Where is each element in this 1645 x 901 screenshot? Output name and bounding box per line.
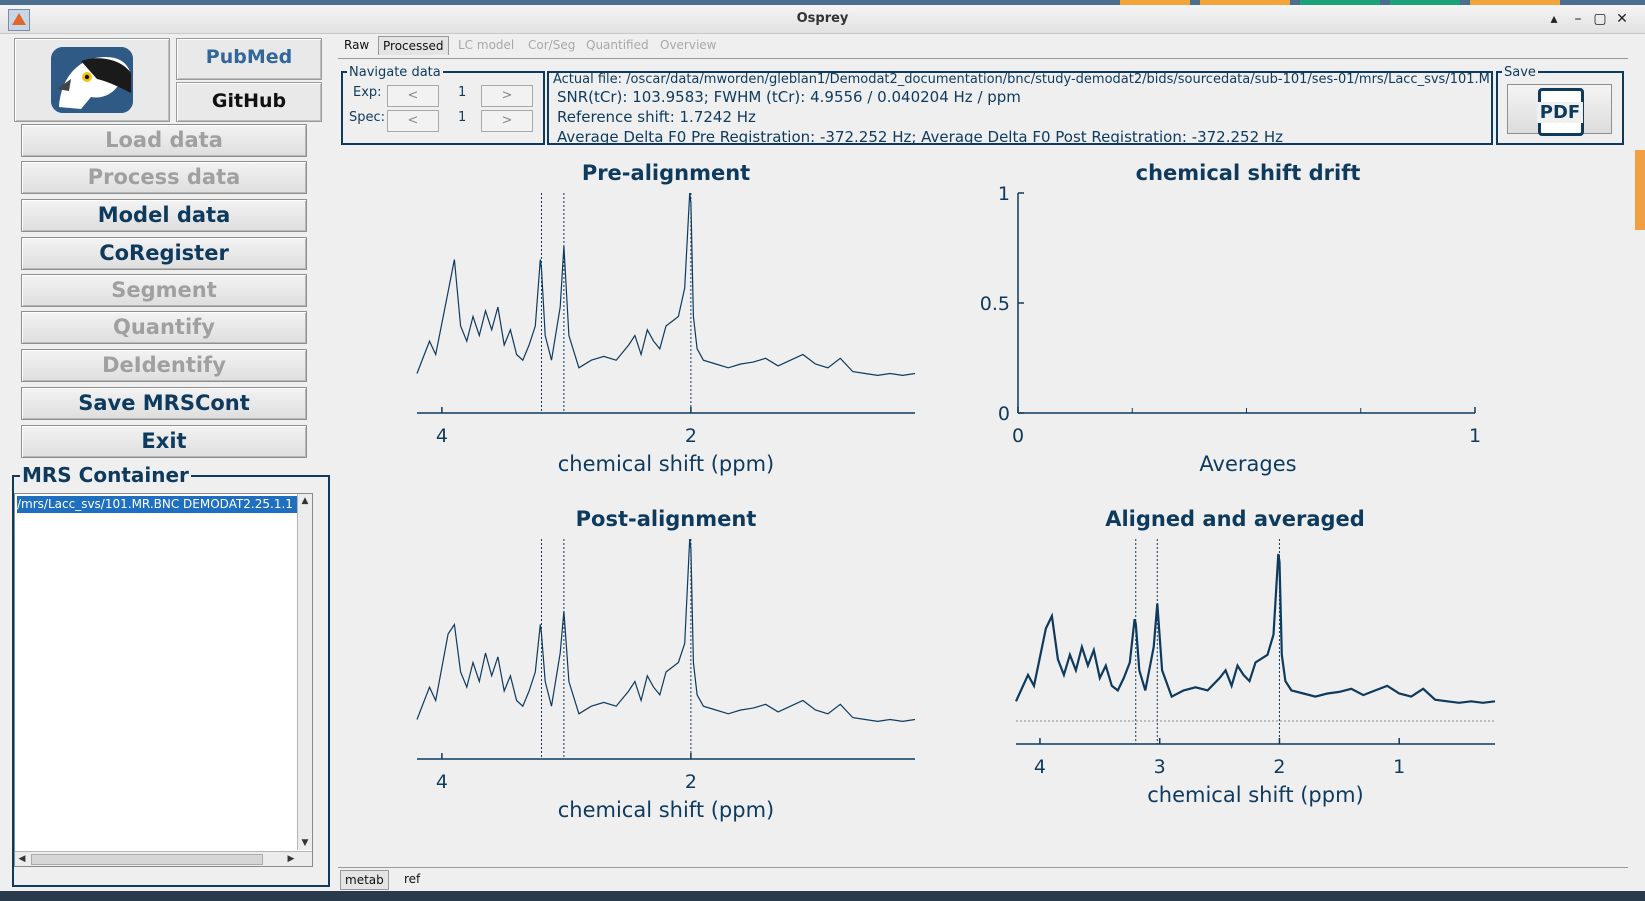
tab-cor-seg[interactable]: Cor/Seg xyxy=(528,38,576,52)
snr-fwhm-text: SNR(tCr): 103.9583; FWHM (tCr): 4.9556 /… xyxy=(557,88,1021,106)
x-tick-label: 1 xyxy=(1393,756,1405,778)
mrs-container-title: MRS Container xyxy=(20,463,191,487)
chart-title: chemical shift drift xyxy=(1136,161,1361,185)
x-tick-label: 1 xyxy=(1469,425,1481,447)
tab-raw[interactable]: Raw xyxy=(344,38,370,52)
y-tick-label: 0 xyxy=(998,403,1010,425)
container-listbox[interactable]: /mrs/Lacc_svs/101.MR.BNC DEMODAT2.25.1.1… xyxy=(14,493,313,867)
post-alignment-plot: Post-alignment 4 2 chemical shift (ppm) xyxy=(416,507,916,822)
info-panel: Actual file: /oscar/data/mworden/gleblan… xyxy=(547,71,1493,145)
tab-ref[interactable]: ref xyxy=(404,872,421,886)
pubmed-button[interactable]: PubMed xyxy=(176,38,322,80)
reference-shift-text: Reference shift: 1.7242 Hz xyxy=(557,108,756,126)
navigate-title: Navigate data xyxy=(347,65,443,80)
tab-lc-model[interactable]: LC model xyxy=(458,38,515,52)
top-strip-segment xyxy=(1300,0,1380,5)
save-panel: Save PDF xyxy=(1496,65,1624,145)
exp-next-button[interactable]: > xyxy=(481,85,533,107)
x-tick-label: 4 xyxy=(436,425,448,447)
results-tabstrip: Raw Processed LC model Cor/Seg Quantifie… xyxy=(338,36,1628,59)
x-tick-label: 4 xyxy=(436,771,448,793)
list-item[interactable]: /mrs/Lacc_svs/101.MR.BNC DEMODAT2.25.1.1 xyxy=(17,496,299,513)
exit-button[interactable]: Exit xyxy=(21,425,307,458)
exp-value: 1 xyxy=(458,85,467,100)
desktop-top-strip xyxy=(0,0,1645,5)
top-strip-segment xyxy=(1120,0,1190,5)
github-logo: GitHub xyxy=(211,90,287,112)
x-tick-label: 2 xyxy=(685,425,697,447)
pre-alignment-plot: Pre-alignment 4 2 chemical shift (ppm) xyxy=(416,161,916,476)
top-strip-segment xyxy=(1390,0,1460,5)
exp-prev-button[interactable]: < xyxy=(387,85,439,107)
save-title: Save xyxy=(1502,65,1538,80)
tab-metab[interactable]: metab xyxy=(340,870,389,890)
save-pdf-button[interactable]: PDF xyxy=(1507,84,1612,136)
model-data-button[interactable]: Model data xyxy=(21,199,307,232)
deidentify-button[interactable]: DeIdentify xyxy=(21,349,307,382)
shade-icon[interactable]: ▴ xyxy=(1550,11,1558,27)
close-icon[interactable]: ✕ xyxy=(1616,11,1628,27)
aligned-averaged-plot: Aligned and averaged 4 3 2 1 chemical shift (… xyxy=(1014,507,1496,807)
segment-button[interactable]: Segment xyxy=(21,274,307,307)
delta-f0-text: Average Delta F0 Pre Registration: -372.… xyxy=(557,128,1284,145)
bottom-tabstrip: metab ref xyxy=(338,867,1628,890)
scroll-up-icon[interactable]: ▲ xyxy=(301,496,309,506)
x-axis-label: chemical shift (ppm) xyxy=(1147,783,1364,807)
maximize-icon[interactable]: ▢ xyxy=(1593,11,1607,27)
save-mrscont-button[interactable]: Save MRSCont xyxy=(21,387,307,420)
top-strip-segment xyxy=(1200,0,1290,5)
x-tick-label: 2 xyxy=(1273,756,1285,778)
x-axis-label: chemical shift (ppm) xyxy=(558,452,775,476)
navigate-panel: Navigate data Exp: < 1 > Spec: < 1 > xyxy=(341,65,545,145)
x-axis-label: chemical shift (ppm) xyxy=(558,798,775,822)
scroll-down-icon[interactable]: ▼ xyxy=(301,838,309,848)
window-title: Osprey xyxy=(796,11,849,26)
spectrum-line xyxy=(416,538,916,723)
chart-title: Aligned and averaged xyxy=(1105,507,1365,531)
coregister-button[interactable]: CoRegister xyxy=(21,237,307,270)
y-tick-label: 1 xyxy=(998,183,1010,205)
top-strip-segment xyxy=(1470,0,1560,5)
github-button[interactable]: GitHub xyxy=(176,82,322,122)
horizontal-scrollbar[interactable]: ◀ ▶ xyxy=(15,851,312,866)
right-edge-scroll-indicator xyxy=(1635,150,1645,230)
scroll-right-icon[interactable]: ▶ xyxy=(287,854,295,864)
spectrum-line xyxy=(416,192,916,377)
exp-label: Exp: xyxy=(353,85,382,100)
x-axis-label: Averages xyxy=(1199,452,1296,476)
matlab-icon xyxy=(8,9,30,31)
minimize-icon[interactable]: – xyxy=(1574,11,1582,27)
spectrum-line xyxy=(1014,553,1496,704)
vertical-scrollbar[interactable]: ▲ ▼ xyxy=(297,494,312,850)
osprey-window: Osprey ▴ – ▢ ✕ PubMed GitHub Load data P… xyxy=(0,5,1645,891)
spec-value: 1 xyxy=(458,110,467,125)
pdf-label: PDF xyxy=(1537,102,1583,123)
load-data-button[interactable]: Load data xyxy=(21,124,307,157)
y-tick-label: 0.5 xyxy=(980,293,1010,315)
quantify-button[interactable]: Quantify xyxy=(21,311,307,344)
titlebar: Osprey ▴ – ▢ ✕ xyxy=(0,5,1645,34)
spec-next-button[interactable]: > xyxy=(481,110,533,132)
tab-processed[interactable]: Processed xyxy=(378,36,449,55)
chart-title: Post-alignment xyxy=(576,507,757,531)
osprey-logo-icon xyxy=(51,47,133,113)
x-tick-label: 0 xyxy=(1012,425,1024,447)
actual-file-label: Actual file: /oscar/data/mworden/gleblan… xyxy=(553,73,1491,87)
tab-quantified[interactable]: Quantified xyxy=(586,38,649,52)
scroll-left-icon[interactable]: ◀ xyxy=(18,854,26,864)
chart-title: Pre-alignment xyxy=(582,161,750,185)
osprey-logo-button[interactable] xyxy=(14,38,170,122)
process-data-button[interactable]: Process data xyxy=(21,161,307,194)
spec-prev-button[interactable]: < xyxy=(387,110,439,132)
spec-label: Spec: xyxy=(349,110,386,125)
tab-overview[interactable]: Overview xyxy=(660,38,717,52)
x-tick-label: 2 xyxy=(685,771,697,793)
scroll-thumb[interactable] xyxy=(31,854,263,865)
x-tick-label: 3 xyxy=(1154,756,1166,778)
pubmed-logo: PubMed xyxy=(205,46,293,68)
x-tick-label: 4 xyxy=(1034,756,1046,778)
